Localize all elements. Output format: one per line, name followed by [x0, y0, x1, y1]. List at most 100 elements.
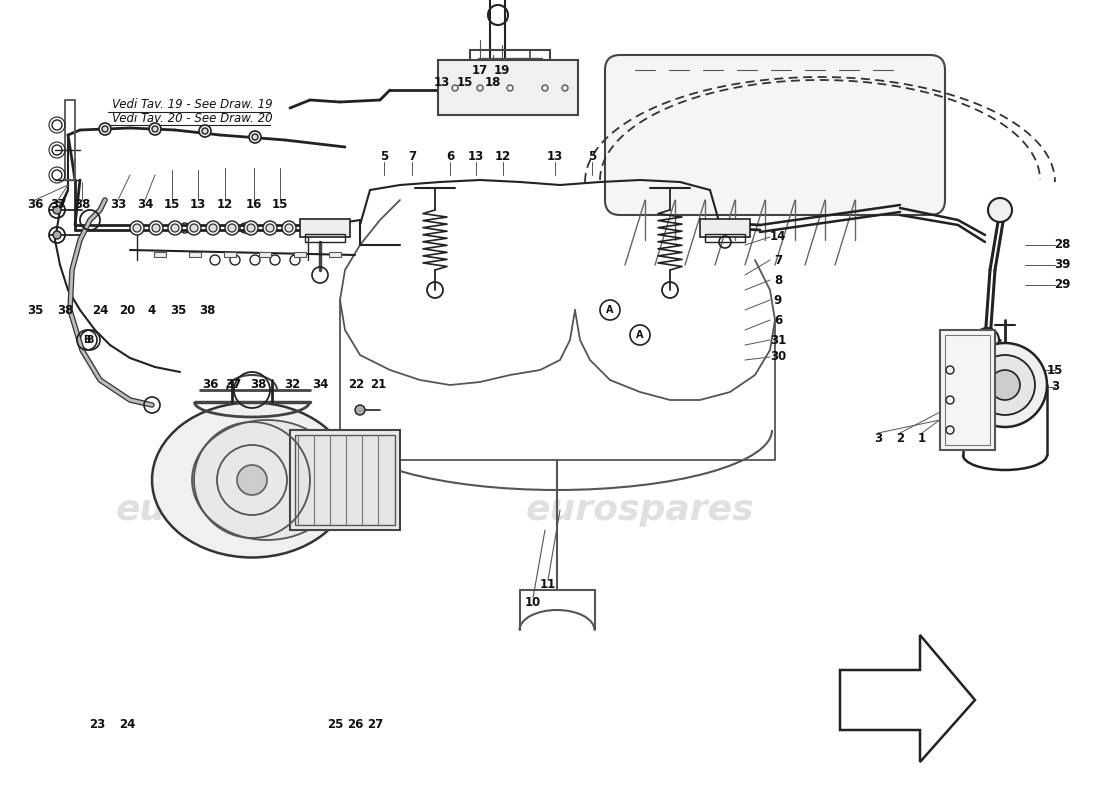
- Bar: [300, 219, 350, 237]
- Circle shape: [99, 123, 111, 135]
- Text: 10: 10: [525, 597, 541, 610]
- Circle shape: [170, 224, 179, 232]
- Ellipse shape: [192, 420, 342, 540]
- Text: 26: 26: [346, 718, 363, 731]
- Text: 38: 38: [74, 198, 90, 211]
- Circle shape: [988, 198, 1012, 222]
- Text: 35: 35: [169, 303, 186, 317]
- Circle shape: [187, 221, 201, 235]
- Text: 34: 34: [136, 198, 153, 211]
- Text: 21: 21: [370, 378, 386, 391]
- Text: 19: 19: [494, 63, 510, 77]
- Text: Vedi Tav. 20 - See Draw. 20: Vedi Tav. 20 - See Draw. 20: [112, 113, 273, 126]
- Text: B: B: [86, 335, 94, 345]
- Circle shape: [355, 405, 365, 415]
- Circle shape: [53, 206, 60, 214]
- Text: 20: 20: [119, 303, 135, 317]
- Circle shape: [102, 126, 108, 132]
- Circle shape: [190, 224, 198, 232]
- Text: B: B: [84, 335, 90, 345]
- Text: 7: 7: [774, 254, 782, 266]
- Text: 24: 24: [91, 303, 108, 317]
- Circle shape: [355, 445, 365, 455]
- Text: 15: 15: [272, 198, 288, 211]
- Circle shape: [263, 221, 277, 235]
- Circle shape: [133, 224, 141, 232]
- Text: 28: 28: [1054, 238, 1070, 251]
- Bar: [478, 58, 542, 102]
- Text: 32: 32: [284, 378, 300, 391]
- Circle shape: [226, 221, 239, 235]
- Circle shape: [199, 125, 211, 137]
- Circle shape: [130, 221, 144, 235]
- Text: 13: 13: [433, 77, 450, 90]
- Text: 5: 5: [379, 150, 388, 162]
- Text: 15: 15: [164, 198, 180, 211]
- Ellipse shape: [152, 402, 352, 558]
- Text: 9: 9: [774, 294, 782, 306]
- Circle shape: [206, 221, 220, 235]
- Bar: [189, 252, 201, 257]
- Bar: [295, 435, 395, 525]
- Polygon shape: [840, 635, 975, 762]
- Text: 15: 15: [456, 77, 473, 90]
- Text: 5: 5: [587, 150, 596, 162]
- Bar: [329, 252, 341, 257]
- Bar: [945, 335, 990, 445]
- Circle shape: [236, 465, 267, 495]
- Text: 24: 24: [119, 718, 135, 731]
- Text: 36: 36: [201, 378, 218, 391]
- Circle shape: [248, 224, 255, 232]
- Circle shape: [244, 221, 258, 235]
- Text: 38: 38: [199, 303, 216, 317]
- Circle shape: [209, 224, 217, 232]
- Text: eurospares: eurospares: [116, 493, 344, 527]
- Text: 6: 6: [446, 150, 454, 162]
- Circle shape: [152, 224, 160, 232]
- Circle shape: [152, 126, 158, 132]
- Text: 35: 35: [26, 303, 43, 317]
- Bar: [224, 252, 236, 257]
- Bar: [438, 60, 578, 115]
- Circle shape: [202, 128, 208, 134]
- Text: 30: 30: [770, 350, 786, 363]
- Bar: [294, 252, 306, 257]
- Text: 16: 16: [245, 198, 262, 211]
- Text: 27: 27: [367, 718, 383, 731]
- Text: 12: 12: [495, 150, 512, 162]
- Circle shape: [266, 224, 274, 232]
- Circle shape: [975, 355, 1035, 415]
- Text: 25: 25: [327, 718, 343, 731]
- Text: 1: 1: [917, 431, 926, 445]
- Circle shape: [168, 221, 182, 235]
- Text: Vedi Tav. 19 - See Draw. 19: Vedi Tav. 19 - See Draw. 19: [112, 98, 273, 111]
- Text: 38: 38: [250, 378, 266, 391]
- Text: 29: 29: [1054, 278, 1070, 291]
- Bar: [65, 100, 75, 180]
- Text: 12: 12: [217, 198, 233, 211]
- Text: eurospares: eurospares: [526, 493, 755, 527]
- Bar: [154, 252, 166, 257]
- Text: 15: 15: [1047, 363, 1064, 377]
- Circle shape: [148, 123, 161, 135]
- Text: A: A: [636, 330, 644, 340]
- Circle shape: [148, 221, 163, 235]
- Circle shape: [962, 343, 1047, 427]
- Text: 4: 4: [147, 303, 156, 317]
- Circle shape: [252, 134, 258, 140]
- Text: 18: 18: [485, 77, 502, 90]
- Text: A: A: [606, 305, 614, 315]
- Circle shape: [355, 485, 365, 495]
- Text: 11: 11: [540, 578, 557, 591]
- Circle shape: [282, 221, 296, 235]
- Circle shape: [228, 224, 236, 232]
- Text: 13: 13: [468, 150, 484, 162]
- Text: 23: 23: [89, 718, 106, 731]
- Text: 3: 3: [1050, 381, 1059, 394]
- Text: 2: 2: [895, 431, 904, 445]
- Text: 36: 36: [26, 198, 43, 211]
- Bar: [700, 219, 750, 237]
- Circle shape: [990, 370, 1020, 400]
- Text: 14: 14: [770, 230, 786, 243]
- Text: 31: 31: [770, 334, 786, 346]
